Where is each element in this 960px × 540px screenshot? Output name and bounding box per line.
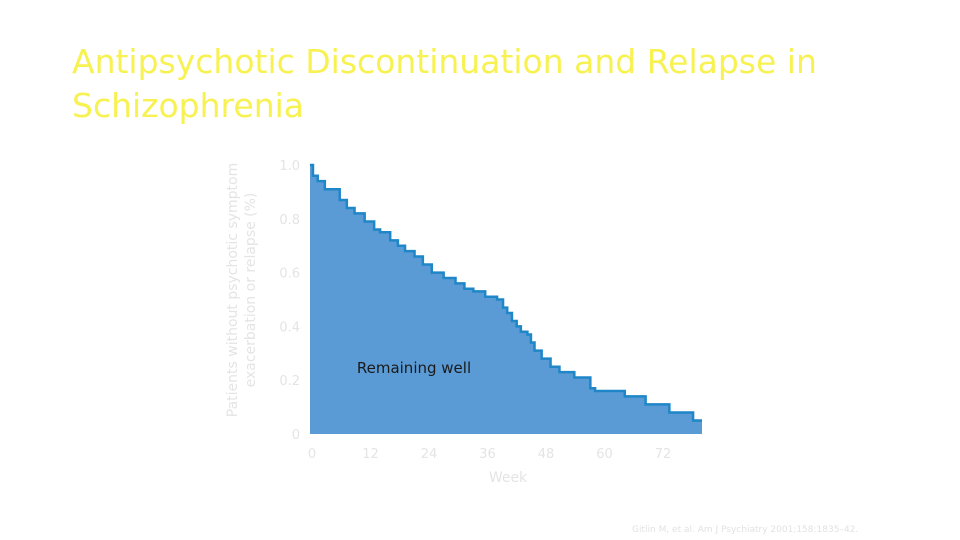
x-tick-label: 0 [308,447,316,462]
y-axis-title: Patients without psychotic symptom exacer… [225,163,259,418]
relapsed-label: Relapsed [524,241,592,259]
x-axis-title: Week [489,470,528,486]
survival-area [310,165,702,434]
y-axis-title-line-2: exacerbation or relapse (%) [243,193,259,388]
x-tick-label: 60 [596,447,613,462]
y-tick-label: 0.4 [279,320,300,335]
y-tick-label: 0.8 [279,213,300,228]
remaining-well-label: Remaining well [357,359,471,377]
y-axis-title-line-1: Patients without psychotic symptom [225,163,241,418]
y-tick-label: 0.2 [279,374,300,389]
x-axis-ticks: 0 12 24 36 48 60 72 [308,447,671,462]
slide-title: Antipsychotic Discontinuation and Relaps… [72,42,817,125]
x-tick-label: 12 [362,447,379,462]
y-tick-label: 0.6 [279,267,300,282]
survival-step-line [310,163,702,422]
x-tick-label: 24 [421,447,438,462]
x-tick-label: 48 [538,447,555,462]
citation: Gitlin M, et al. Am J Psychiatry 2001;15… [632,525,859,535]
y-axis-ticks: 0 0.2 0.4 0.6 0.8 1.0 [279,159,300,443]
y-tick-label: 0 [292,428,300,443]
x-tick-label: 36 [479,447,496,462]
y-tick-label: 1.0 [279,159,300,174]
x-tick-label: 72 [655,447,672,462]
